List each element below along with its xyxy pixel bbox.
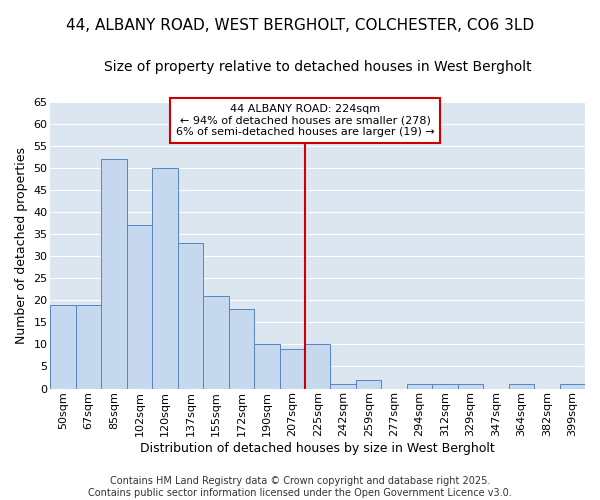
Bar <box>254 344 280 389</box>
Bar <box>76 304 101 388</box>
X-axis label: Distribution of detached houses by size in West Bergholt: Distribution of detached houses by size … <box>140 442 495 455</box>
Bar <box>407 384 432 388</box>
Bar <box>356 380 382 388</box>
Title: Size of property relative to detached houses in West Bergholt: Size of property relative to detached ho… <box>104 60 532 74</box>
Bar <box>101 159 127 388</box>
Y-axis label: Number of detached properties: Number of detached properties <box>15 146 28 344</box>
Bar <box>229 309 254 388</box>
Bar <box>127 225 152 388</box>
Bar <box>305 344 331 389</box>
Bar <box>458 384 483 388</box>
Bar <box>152 168 178 388</box>
Bar <box>509 384 534 388</box>
Bar <box>280 349 305 389</box>
Text: 44 ALBANY ROAD: 224sqm
← 94% of detached houses are smaller (278)
6% of semi-det: 44 ALBANY ROAD: 224sqm ← 94% of detached… <box>176 104 434 137</box>
Bar <box>178 243 203 388</box>
Bar <box>203 296 229 388</box>
Bar <box>432 384 458 388</box>
Text: 44, ALBANY ROAD, WEST BERGHOLT, COLCHESTER, CO6 3LD: 44, ALBANY ROAD, WEST BERGHOLT, COLCHEST… <box>66 18 534 32</box>
Bar <box>560 384 585 388</box>
Text: Contains HM Land Registry data © Crown copyright and database right 2025.
Contai: Contains HM Land Registry data © Crown c… <box>88 476 512 498</box>
Bar <box>331 384 356 388</box>
Bar <box>50 304 76 388</box>
